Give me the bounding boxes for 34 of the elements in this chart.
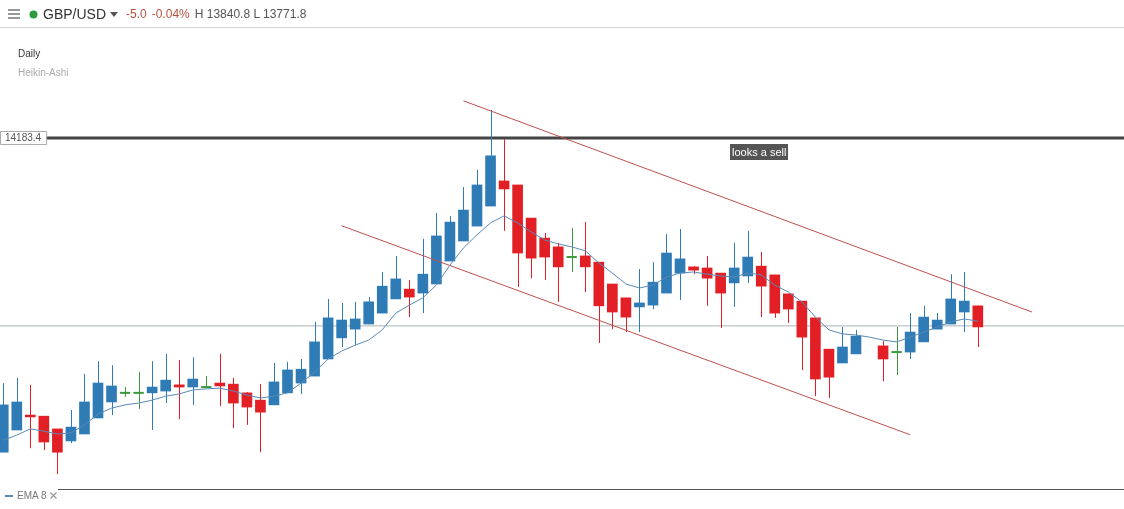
candlestick	[755, 251, 767, 318]
candlestick	[958, 271, 970, 333]
annotation: looks a sell	[730, 144, 789, 160]
candlestick	[390, 255, 402, 300]
candlestick	[160, 353, 172, 404]
candlestick	[539, 232, 550, 281]
text: Heikin-Ashi	[18, 67, 69, 78]
candlestick	[106, 364, 117, 416]
candlestick	[403, 279, 415, 318]
candlestick	[552, 242, 564, 303]
candlestick	[782, 293, 794, 324]
candlestick	[187, 356, 199, 406]
candlestick	[417, 238, 429, 314]
candlestick	[363, 296, 375, 325]
text: -5.0	[126, 7, 147, 21]
candlestick	[228, 377, 239, 429]
legend-label: EMA 8	[17, 490, 47, 501]
chart-title: GBP/USD	[43, 6, 107, 22]
candlestick	[972, 305, 984, 348]
candlestick	[850, 329, 862, 355]
text: H 13840.8 L 13771.8	[194, 7, 307, 21]
candlestick	[282, 361, 293, 394]
candlestick	[837, 326, 848, 364]
candlestick	[255, 383, 266, 453]
candlestick	[715, 272, 726, 329]
annotation: 14183.4	[5, 131, 42, 143]
text: -0.04%	[151, 7, 190, 21]
candlestick	[620, 297, 632, 333]
candlestick	[349, 301, 361, 346]
candlestick	[728, 242, 740, 308]
candlestick	[742, 230, 754, 284]
candlestick	[336, 302, 347, 348]
chart-subtitle: Daily	[18, 48, 41, 59]
candlestick	[579, 221, 591, 293]
